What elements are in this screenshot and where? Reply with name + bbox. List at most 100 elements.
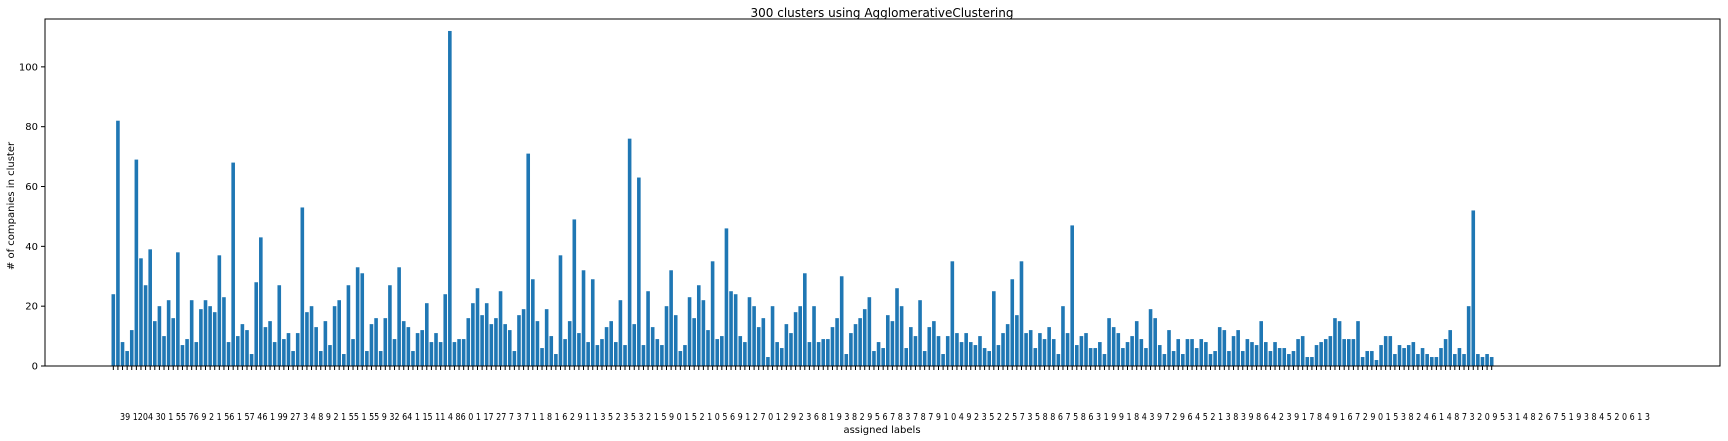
bar (521, 309, 526, 366)
bar (890, 321, 895, 366)
bar (420, 330, 424, 366)
bar (720, 336, 724, 366)
bar (581, 270, 586, 366)
bar (992, 291, 996, 366)
bar (849, 333, 853, 366)
bar (572, 219, 577, 366)
bar (512, 351, 517, 366)
y-tick-label: 20 (25, 302, 38, 313)
bar (756, 327, 761, 366)
bar (212, 312, 217, 366)
bar (1374, 360, 1379, 366)
bar (1406, 345, 1411, 366)
bar (1323, 339, 1328, 366)
bar (784, 324, 789, 366)
bar (1075, 345, 1079, 366)
bar (959, 342, 964, 366)
bar (434, 333, 438, 366)
bar (655, 339, 660, 366)
bar (226, 342, 231, 366)
bar (913, 336, 918, 366)
bar (779, 348, 784, 366)
bar (637, 177, 641, 366)
bar (259, 237, 263, 366)
bar (789, 333, 793, 366)
bar (1125, 342, 1130, 366)
bar (673, 315, 678, 366)
bar (1439, 348, 1443, 366)
bar (134, 159, 139, 366)
bar (1434, 357, 1439, 366)
bar (503, 324, 507, 366)
bar (1024, 333, 1028, 366)
bar (1333, 318, 1337, 366)
bar (1351, 339, 1356, 366)
bar (1148, 309, 1153, 366)
bar (821, 339, 826, 366)
bar (1038, 333, 1042, 366)
bar (1051, 339, 1056, 366)
bar (1056, 354, 1061, 366)
bar (120, 342, 125, 366)
bar (507, 330, 512, 366)
bar (936, 336, 941, 366)
bar (1402, 348, 1406, 366)
bar (1443, 339, 1448, 366)
bar (1388, 336, 1393, 366)
bar (567, 321, 572, 366)
bar (669, 270, 673, 366)
bar (180, 345, 185, 366)
bar (733, 294, 738, 366)
bar (609, 321, 613, 366)
bar (1245, 339, 1250, 366)
bar (540, 348, 544, 366)
bar (987, 351, 992, 366)
bar (125, 351, 129, 366)
bar (282, 339, 286, 366)
bar (604, 327, 609, 366)
bar (715, 339, 720, 366)
bar (1162, 354, 1167, 366)
bar (1005, 324, 1010, 366)
bar (157, 306, 162, 366)
bar (1236, 330, 1240, 366)
bar (844, 354, 849, 366)
bar (1273, 342, 1277, 366)
bar (531, 279, 535, 366)
bar (1282, 348, 1287, 366)
plot-frame (44, 18, 1721, 367)
bar (747, 297, 752, 366)
bar (683, 345, 687, 366)
bar (973, 345, 978, 366)
bar (1010, 279, 1015, 366)
bar (1222, 330, 1227, 366)
bar (729, 291, 733, 366)
bar (632, 324, 637, 366)
bar (374, 318, 378, 366)
bar (263, 327, 268, 366)
bar (401, 321, 406, 366)
bar (411, 351, 415, 366)
bar (1277, 348, 1282, 366)
bar (1425, 354, 1429, 366)
bar (480, 315, 484, 366)
bar (1047, 327, 1051, 366)
bar (526, 153, 531, 366)
bar (885, 315, 890, 366)
bar (1121, 348, 1125, 366)
bar (1213, 351, 1217, 366)
bar (1310, 357, 1314, 366)
bar (461, 339, 466, 366)
bar (245, 330, 249, 366)
bar (918, 300, 922, 366)
bar (1291, 351, 1296, 366)
bar (457, 339, 461, 366)
bar (475, 288, 480, 366)
bar (950, 261, 955, 366)
bar (862, 309, 867, 366)
bar (277, 285, 282, 366)
bar (1429, 357, 1434, 366)
bar (618, 300, 623, 366)
bar (1144, 348, 1148, 366)
bar (627, 138, 632, 366)
